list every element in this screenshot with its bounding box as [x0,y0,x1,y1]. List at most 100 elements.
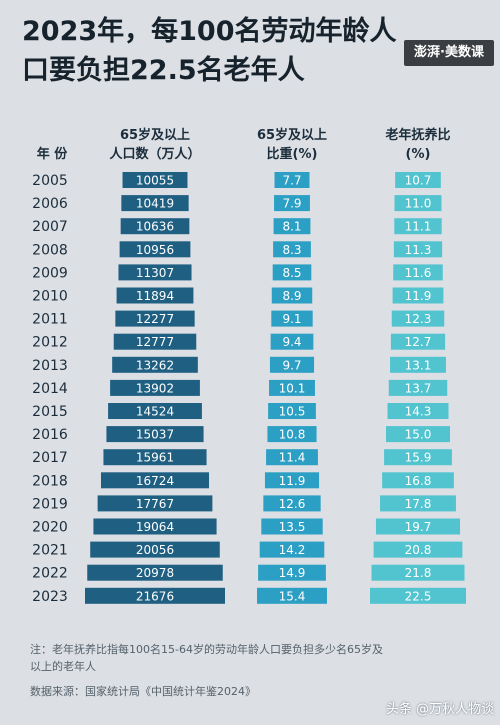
ratio-bar [388,379,448,396]
population-value: 11307 [136,266,174,280]
ratio-value: 10.7 [405,174,432,188]
share-value: 7.7 [282,174,301,188]
year-label: 2018 [32,473,68,489]
ratio-bar [391,310,445,327]
share-value: 8.1 [282,220,301,234]
population-bar [93,518,217,535]
ratio-value: 13.7 [405,381,432,395]
ratio-value: 11.0 [405,197,432,211]
population-bar [85,587,225,604]
share-bar [261,518,323,535]
ratio-bar [373,541,463,558]
population-bar [100,472,210,489]
year-label: 2015 [32,404,68,420]
share-value: 8.5 [282,266,301,280]
ratio-value: 22.5 [405,589,432,603]
year-label: 2009 [32,265,68,281]
population-value: 19064 [136,520,174,534]
ratio-bar [390,333,446,350]
ratio-bar [392,287,444,304]
ratio-value: 11.9 [405,289,432,303]
population-value: 10636 [136,220,174,234]
year-label: 2008 [32,242,68,258]
share-bar [274,172,310,188]
ratio-bar [393,241,443,258]
share-value: 9.4 [282,335,301,349]
share-bar [259,541,325,558]
ratio-value: 12.3 [405,312,432,326]
population-value: 16724 [136,474,174,488]
population-value: 21676 [136,589,174,603]
share-bar [273,218,311,235]
header-share-line2: 比重(%) [267,146,318,162]
share-bar [269,379,315,396]
ratio-value: 14.3 [405,405,432,419]
year-label: 2006 [32,196,68,212]
share-value: 12.6 [279,497,306,511]
header-population-line1: 65岁及以上 [120,127,190,143]
population-bar [112,356,198,373]
ratio-value: 11.6 [405,266,432,280]
population-value: 10055 [136,174,174,188]
share-value: 10.5 [279,405,306,419]
population-value: 12777 [136,335,174,349]
share-bar [272,264,312,281]
ratio-value: 17.8 [405,497,432,511]
ratio-bar [386,426,450,443]
brand-logo: 澎湃·美数课 [404,40,494,66]
population-bar [116,287,194,304]
watermark: 头条 @万秋人物谈 [386,702,495,717]
population-bar [97,495,213,512]
share-bar [257,587,327,604]
population-bar [122,172,188,188]
share-bar [266,449,318,466]
share-value: 13.5 [279,520,306,534]
ratio-value: 13.1 [405,358,432,372]
ratio-value: 19.7 [405,520,432,534]
year-label: 2007 [32,219,68,235]
header-year: 年 份 [37,146,69,162]
year-label: 2020 [32,520,68,536]
footnote: 注：老年抚养比指每100名15-64岁的劳动年龄人口要负担多少名65岁及以上的老… [30,643,383,673]
share-bar [263,495,321,512]
population-value: 11894 [136,289,174,303]
share-value: 15.4 [279,589,306,603]
year-label: 2019 [32,496,68,512]
share-value: 11.4 [279,451,306,465]
ratio-value: 15.0 [405,428,432,442]
population-value: 13262 [136,358,174,372]
header-population-line2: 人口数（万人） [109,146,200,162]
population-bar [106,426,204,443]
ratio-bar [371,564,465,581]
share-bar [271,310,313,327]
population-bar [115,310,195,327]
population-value: 13902 [136,381,174,395]
share-value: 10.8 [279,428,306,442]
header-share-line1: 65岁及以上 [257,127,327,143]
ratio-bar [390,356,446,373]
year-label: 2011 [32,312,68,328]
share-bar [274,195,310,212]
population-bar [120,218,190,235]
share-value: 14.9 [279,566,306,580]
share-value: 14.2 [279,543,306,557]
population-bar [119,241,191,258]
year-label: 2017 [32,450,68,466]
share-bar [271,287,313,304]
population-value: 12277 [136,312,174,326]
header-ratio-line2: (%) [406,147,431,162]
population-bar [103,449,207,466]
year-label: 2012 [32,335,68,351]
header-ratio-line1: 老年抚养比 [384,127,450,143]
population-value: 10419 [136,197,174,211]
population-value: 17767 [136,497,174,511]
share-bar [267,426,317,443]
share-value: 7.9 [282,197,301,211]
share-bar [269,356,315,373]
ratio-bar [382,472,454,489]
ratio-bar [394,195,442,212]
year-label: 2013 [32,358,68,374]
ratio-value: 11.3 [405,243,432,257]
population-value: 10956 [136,243,174,257]
